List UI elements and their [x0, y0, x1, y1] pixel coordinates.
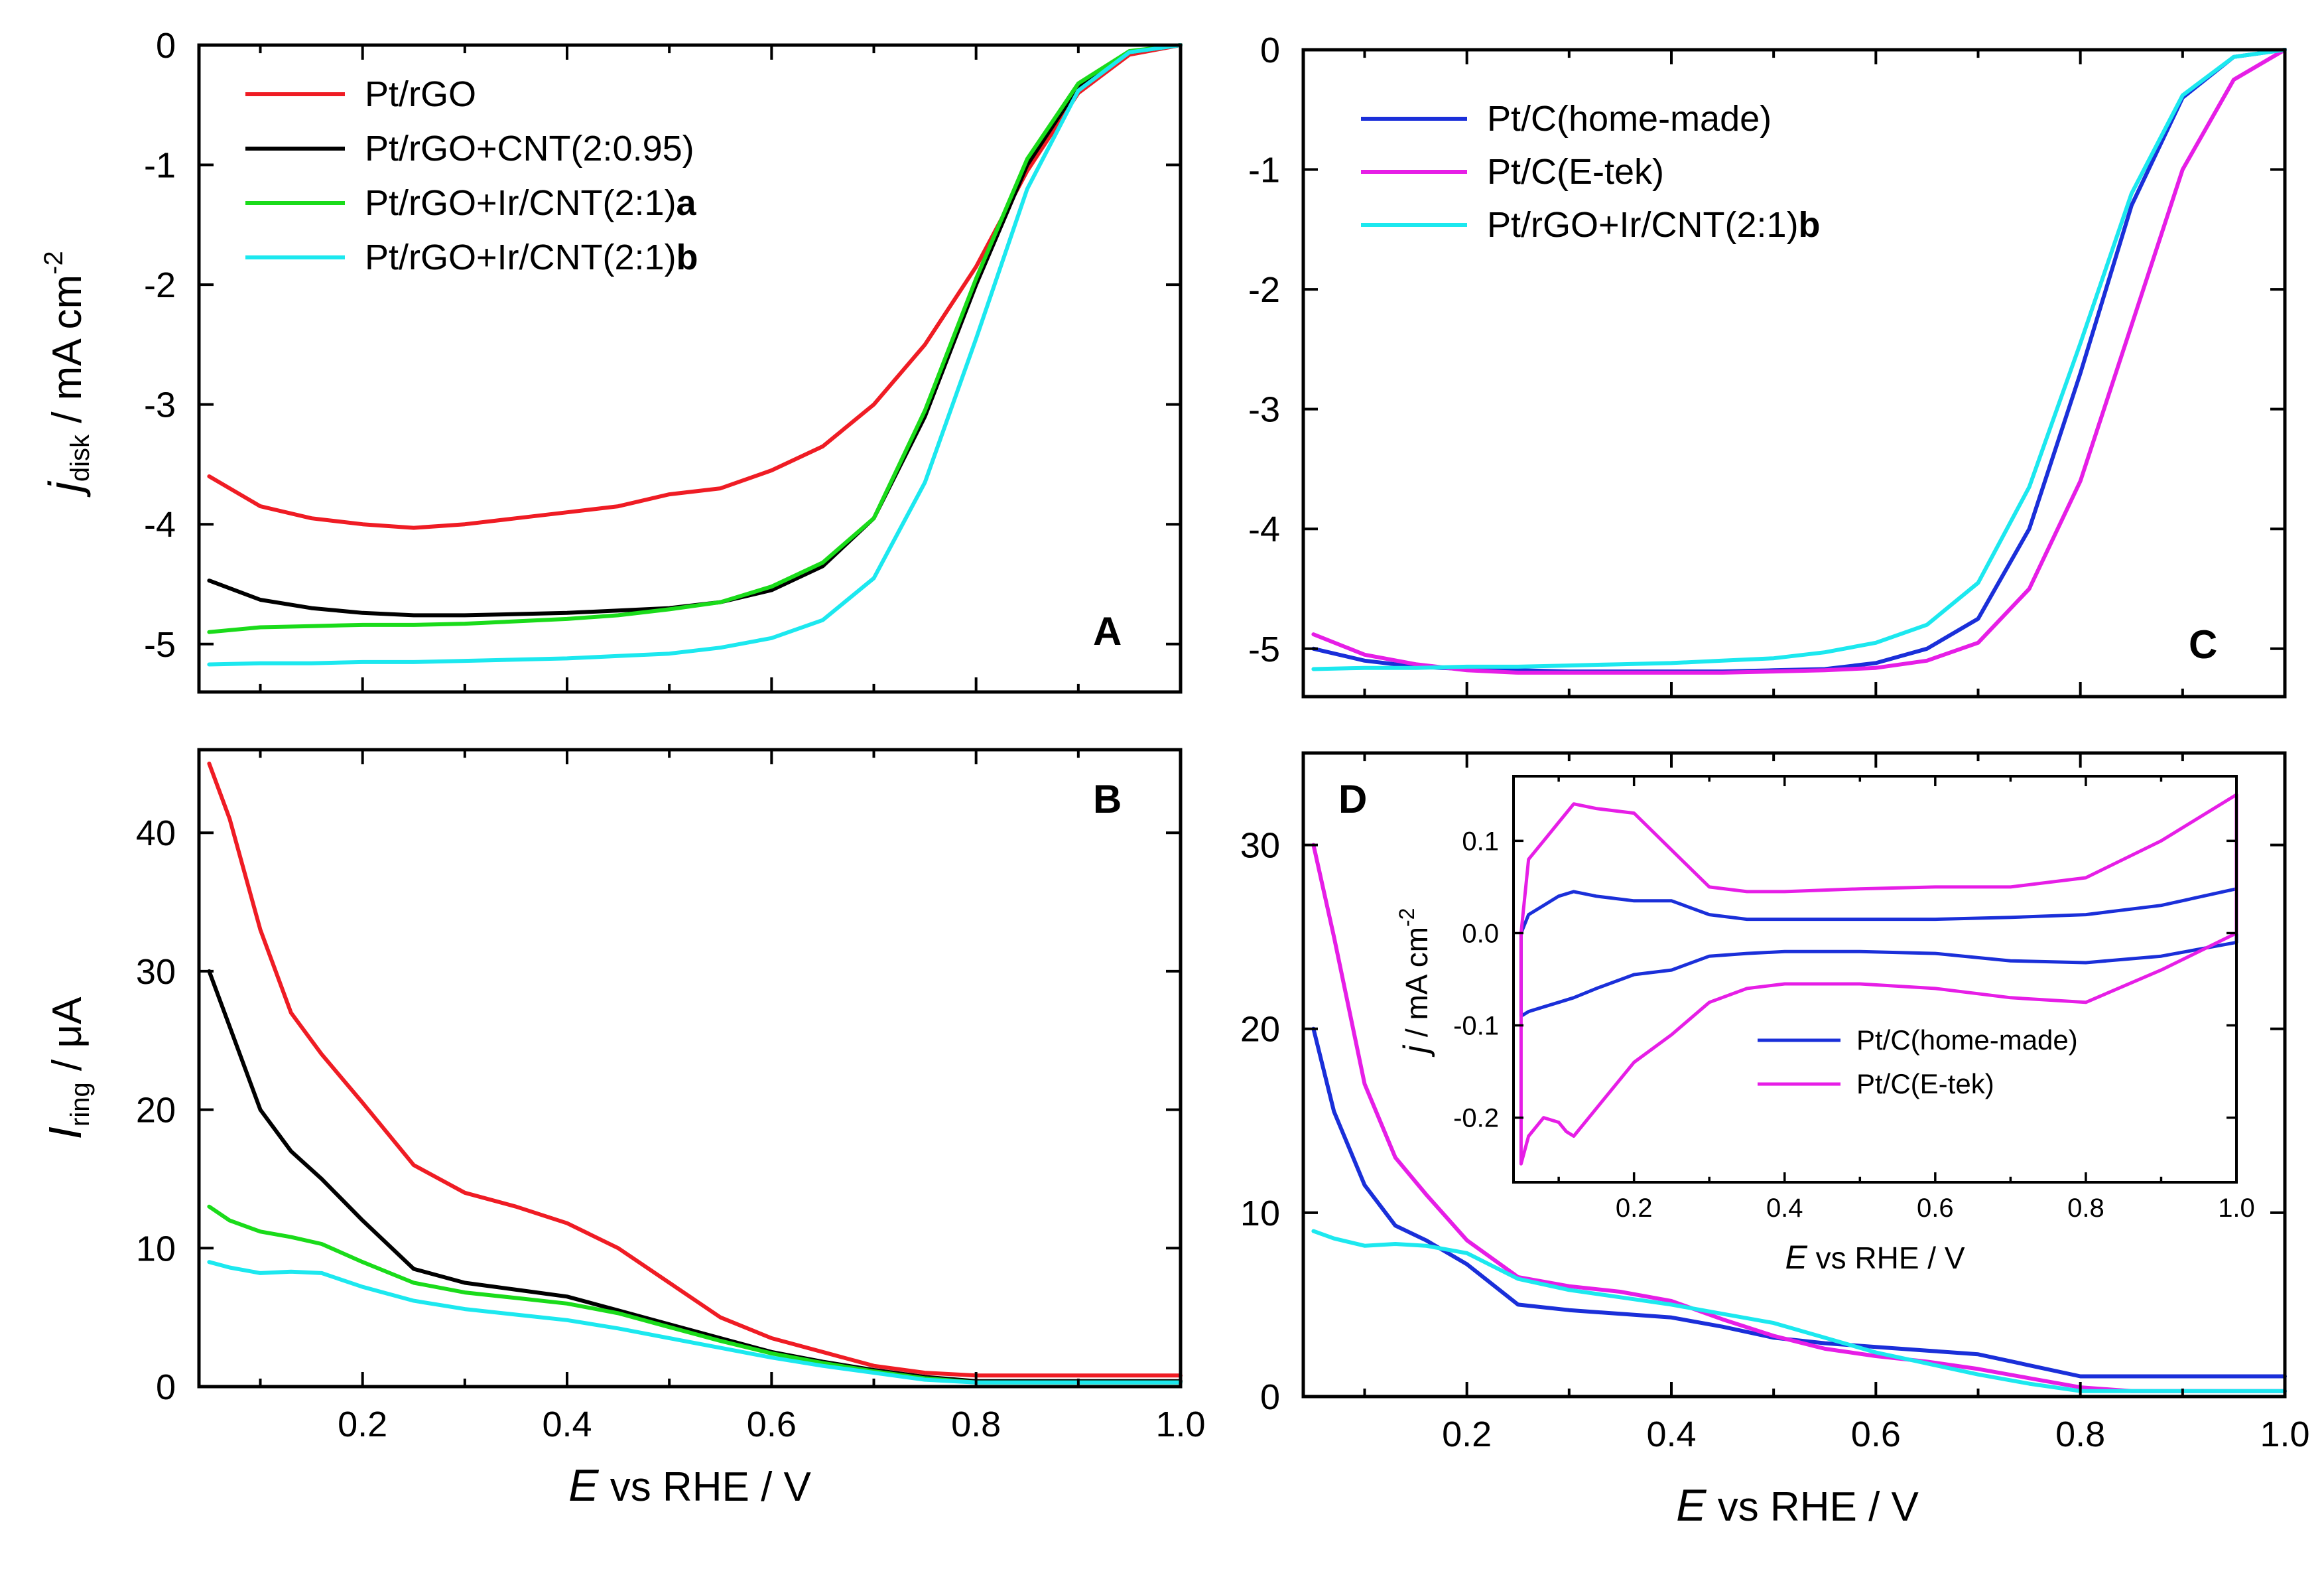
panel-a-frame — [197, 43, 1183, 694]
x-tick-label: 0.8 — [2055, 1414, 2105, 1454]
y-tick-label: -3 — [1248, 390, 1280, 430]
panel-c: 0-1-2-3-4-5 Pt/C(home-made)Pt/C(E-tek)Pt… — [1248, 31, 2287, 699]
legend-label: Pt/C(home-made) — [1487, 99, 1772, 139]
panel-d-frame — [1301, 751, 2287, 1399]
y-tick-label: 0.1 — [1462, 827, 1499, 856]
legend-label: Pt/C(home-made) — [1856, 1024, 2078, 1056]
panel-d-series — [1311, 843, 2287, 1393]
panel-c-letter: C — [2189, 622, 2217, 667]
series-line-b-1 — [207, 969, 1183, 1383]
panel-c-ticks: 0 -1 -2 -3 -4 -5 — [1248, 31, 2286, 697]
y-tick-label: -1 — [1248, 151, 1280, 190]
x-tick-label: 0.8 — [2067, 1194, 2104, 1223]
x-tick-label: 0.8 — [951, 1405, 1001, 1444]
series-line-c-1 — [1311, 48, 2287, 675]
x-tick-label: 0.2 — [338, 1405, 387, 1444]
legend-label: Pt/rGO+CNT(2:0.95) — [365, 129, 694, 169]
panel-b-series — [207, 761, 1183, 1385]
panel-a-legend: Pt/rGO Pt/rGO+CNT(2:0.95) Pt/rGO+Ir/CNT(2:… — [245, 74, 698, 277]
series-line-b-3 — [207, 1260, 1183, 1385]
y-tick-label: 0.0 — [1462, 919, 1499, 948]
y-tick-label: 0 — [156, 1367, 176, 1407]
y-tick-label: 30 — [1240, 826, 1280, 866]
panel-b-y-axis-title: Iring / μA — [39, 997, 95, 1140]
inset-x-axis-title: E vs RHE / V — [1785, 1239, 1965, 1276]
y-tick-label: -3 — [144, 385, 176, 425]
inset-ticks: 0.1 0.0 -0.1 -0.2 0.2 0.4 0.6 0.8 1.0 — [1453, 776, 2255, 1223]
series-line-a-0 — [207, 43, 1183, 530]
series-line-c-0 — [1311, 48, 2287, 674]
legend-label: Pt/C(E-tek) — [1487, 152, 1664, 192]
panel-b-frame — [197, 748, 1183, 1389]
series-line-a-1 — [207, 43, 1183, 618]
inset-frame — [1512, 775, 2238, 1184]
y-tick-label: -4 — [1248, 510, 1280, 549]
panel-a: 0-1-2-3-4-5 Pt/rGOPt/rGO+CNT(2:0.95)Pt/r… — [144, 26, 1183, 694]
y-tick-label: 10 — [136, 1229, 176, 1269]
series-line-b-2 — [207, 1204, 1183, 1385]
y-tick-label: -4 — [144, 505, 176, 545]
panel-b-ticks: 0 10 20 30 40 0.2 0.4 0.6 0.8 1.0 — [136, 750, 1206, 1444]
panel-b-x-axis-title: E vs RHE / V — [568, 1460, 811, 1511]
y-tick-label: 20 — [1240, 1010, 1280, 1050]
panel-a-ticks: 0 -1 -2 -3 -4 -5 — [144, 26, 1182, 692]
y-tick-label: -0.1 — [1453, 1012, 1499, 1041]
y-tick-label: 0 — [156, 26, 176, 66]
x-tick-label: 0.6 — [1917, 1194, 1954, 1223]
x-tick-label: 1.0 — [1155, 1405, 1205, 1444]
x-tick-label: 0.2 — [1616, 1194, 1653, 1223]
panel-a-series — [207, 43, 1183, 667]
series-line-d-0 — [1311, 1026, 2287, 1379]
inset-background — [1514, 776, 2236, 1182]
panel-c-frame — [1301, 48, 2287, 699]
x-tick-label: 0.6 — [747, 1405, 797, 1444]
panel-a-y-axis-title: jdisk / mA cm-2 — [39, 251, 95, 497]
y-tick-label: -2 — [1248, 270, 1280, 310]
series-line-b-0 — [207, 761, 1183, 1378]
y-tick-label: -1 — [144, 146, 176, 186]
legend-label: Pt/rGO+Ir/CNT(2:1)b — [365, 238, 698, 277]
inset-y-axis-title: j / mA cm-2 — [1395, 908, 1435, 1058]
panel-c-legend: Pt/C(home-made) Pt/C(E-tek) Pt/rGO+Ir/CNT(… — [1361, 99, 1821, 245]
y-tick-label: -2 — [144, 265, 176, 305]
panel-d: 0 10 20 30 0.2 0.4 0.6 0.8 1.0 D — [1240, 751, 2310, 1454]
x-tick-label: 1.0 — [2260, 1414, 2309, 1454]
x-tick-label: 0.4 — [1646, 1414, 1696, 1454]
panel-d-x-axis-title: E vs RHE / V — [1676, 1480, 1919, 1531]
y-tick-label: -5 — [1248, 630, 1280, 669]
x-tick-label: 0.4 — [1766, 1194, 1803, 1223]
y-tick-label: -0.2 — [1453, 1104, 1499, 1133]
x-tick-label: 1.0 — [2218, 1194, 2255, 1223]
y-tick-label: 30 — [136, 952, 176, 992]
x-tick-label: 0.4 — [542, 1405, 592, 1444]
series-line-a-2 — [207, 43, 1183, 634]
panel-a-letter: A — [1093, 609, 1122, 653]
y-tick-label: 0 — [1260, 31, 1280, 70]
y-tick-label: 10 — [1240, 1194, 1280, 1233]
panel-d-ticks: 0 10 20 30 0.2 0.4 0.6 0.8 1.0 — [1240, 753, 2310, 1454]
legend-label: Pt/rGO+Ir/CNT(2:1)b — [1487, 205, 1821, 245]
series-line-d-2 — [1311, 1229, 2287, 1393]
legend-label: Pt/rGO+Ir/CNT(2:1)a — [365, 183, 697, 223]
panel-b-letter: B — [1093, 777, 1122, 821]
series-line-c-2 — [1311, 48, 2287, 671]
inset-legend: Pt/C(home-made) Pt/C(E-tek) — [1758, 1024, 2078, 1099]
series-line-a-3 — [207, 43, 1183, 667]
panel-b: 0 10 20 30 40 0.2 0.4 0.6 0.8 1.0 B — [136, 748, 1206, 1444]
x-tick-label: 0.2 — [1442, 1414, 1492, 1454]
y-tick-label: 0 — [1260, 1377, 1280, 1417]
panel-c-series — [1311, 48, 2287, 675]
legend-label: Pt/C(E-tek) — [1856, 1068, 1994, 1099]
y-tick-label: 40 — [136, 813, 176, 853]
y-tick-label: 20 — [136, 1091, 176, 1131]
panel-d-inset: 0.1 0.0 -0.1 -0.2 0.2 0.4 0.6 0.8 1.0 Pt/C(home-… — [1453, 775, 2255, 1223]
legend-label: Pt/rGO — [365, 74, 476, 114]
x-tick-label: 0.6 — [1851, 1414, 1901, 1454]
y-tick-label: -5 — [144, 625, 176, 665]
panel-d-letter: D — [1338, 777, 1367, 821]
